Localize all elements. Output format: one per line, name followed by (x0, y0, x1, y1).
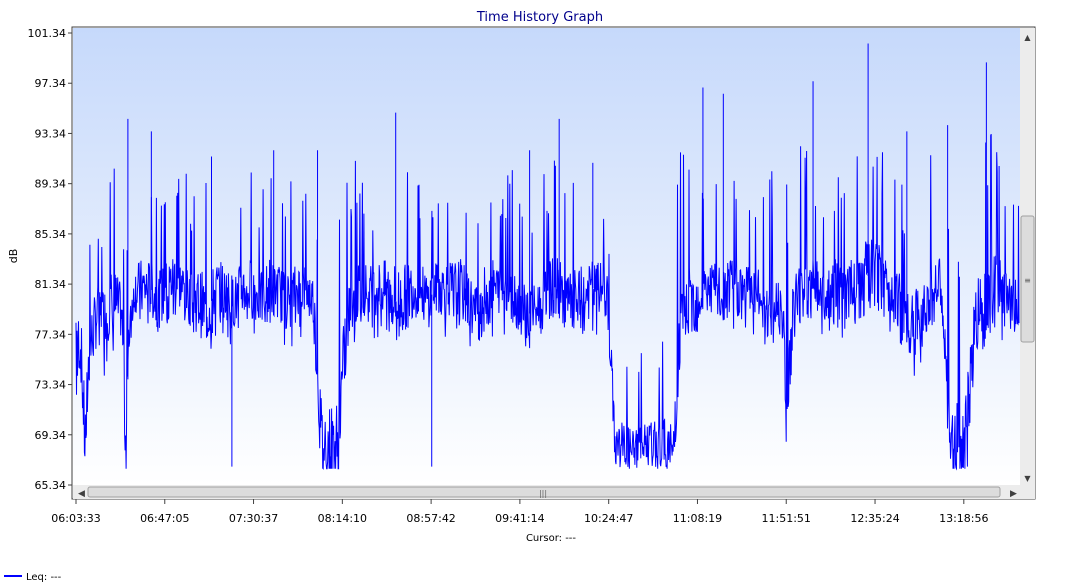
x-tick-label: 13:18:56 (939, 512, 988, 525)
series-leq (75, 43, 1020, 471)
horizontal-scroll-thumb[interactable] (87, 486, 1001, 498)
y-tick-label: 77.34 (35, 328, 67, 341)
y-tick-label: 81.34 (35, 278, 67, 291)
grip-icon: ||| (539, 489, 547, 498)
x-tick-label: 11:08:19 (673, 512, 722, 525)
chart-title: Time History Graph (476, 10, 603, 25)
horizontal-scrollbar[interactable]: ◀ ||| ▶ (73, 485, 1035, 499)
cursor-readout: Cursor: --- (526, 533, 576, 544)
x-tick-label: 08:57:42 (406, 512, 455, 525)
legend: Leq: --- (4, 572, 62, 583)
x-tick-label: 08:14:10 (318, 512, 367, 525)
scroll-right-icon[interactable]: ▶ (1010, 489, 1017, 499)
y-tick-label: 73.34 (35, 379, 67, 392)
x-axis-ticks: 06:03:33 06:47:05 07:30:37 08:14:10 08:57:42… (51, 499, 989, 525)
vertical-scrollbar[interactable]: ▲ ≡ ▼ (1020, 28, 1035, 485)
y-axis-label: dB (7, 249, 20, 264)
legend-entry-leq: Leq: --- (26, 572, 62, 583)
x-tick-label: 07:30:37 (229, 512, 278, 525)
x-tick-label: 06:03:33 (51, 512, 100, 525)
y-tick-label: 101.34 (28, 27, 67, 40)
scroll-left-icon[interactable]: ◀ (78, 489, 85, 499)
y-tick-label: 93.34 (35, 127, 67, 140)
vertical-scroll-thumb[interactable] (1020, 215, 1035, 343)
y-tick-label: 89.34 (35, 178, 67, 191)
series-line (75, 133, 1020, 471)
grip-icon: ≡ (1024, 276, 1031, 285)
x-tick-label: 06:47:05 (140, 512, 189, 525)
y-tick-label: 97.34 (35, 77, 67, 90)
y-tick-label: 65.34 (35, 479, 67, 492)
y-tick-label: 69.34 (35, 429, 67, 442)
x-tick-label: 11:51:51 (762, 512, 811, 525)
x-tick-label: 09:41:14 (495, 512, 544, 525)
y-tick-label: 85.34 (35, 228, 67, 241)
y-axis-ticks: 101.34 97.34 93.34 89.34 85.34 81.34 77.34 73.3… (28, 27, 72, 492)
x-tick-label: 12:35:24 (850, 512, 899, 525)
x-tick-label: 10:24:47 (584, 512, 633, 525)
scroll-up-icon[interactable]: ▲ (1024, 33, 1031, 42)
scroll-down-icon[interactable]: ▼ (1024, 474, 1031, 483)
